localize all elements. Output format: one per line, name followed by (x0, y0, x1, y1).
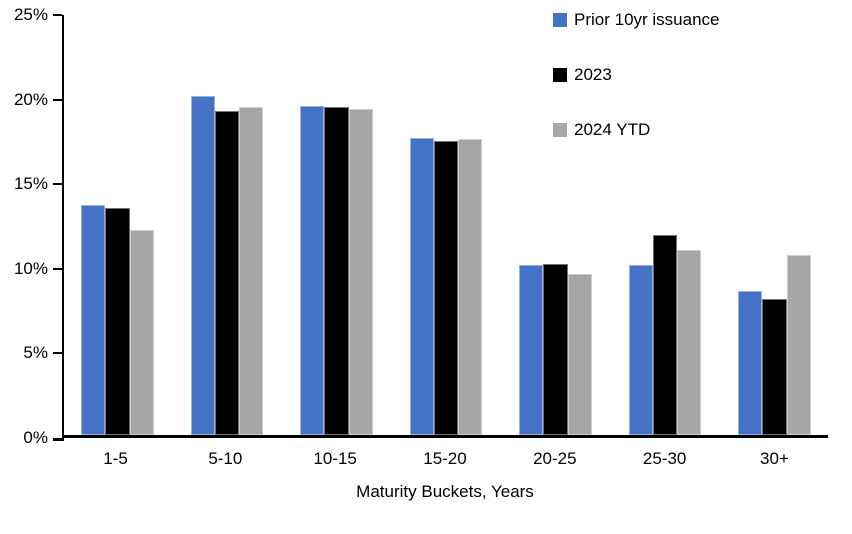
bar (409, 137, 434, 435)
bar (239, 107, 264, 435)
bar (567, 273, 592, 435)
bar (458, 139, 483, 435)
bar-group-30+ (738, 15, 811, 435)
bar (786, 255, 811, 435)
bar-group-15-20 (409, 15, 483, 435)
x-axis-tick-label: 30+ (760, 449, 789, 468)
legend-swatch-icon (553, 122, 567, 137)
bar (105, 208, 130, 435)
bar (81, 204, 106, 435)
bar-group-25-30 (628, 15, 702, 435)
y-axis-tick-label: 25% (13, 5, 48, 24)
bar (214, 110, 240, 435)
legend: Prior 10yr issuance 2023 2024 YTD (553, 9, 720, 140)
x-axis-tick-labels: 1-5 5-10 10-15 15-20 20-25 25-30 30+ (62, 449, 828, 469)
bar-group-20-25 (519, 15, 592, 435)
x-axis-title: Maturity Buckets, Years (356, 482, 534, 501)
bar (129, 230, 154, 435)
y-axis-tick-label: 20% (13, 89, 48, 109)
bar (677, 250, 702, 435)
x-axis-line (53, 438, 64, 441)
x-axis-tick-label: 25-30 (642, 449, 687, 468)
legend-entry: 2024 YTD (553, 119, 720, 140)
x-axis-tick-label: 20-25 (533, 449, 577, 468)
bar (324, 107, 349, 435)
bar-group-1-5 (81, 15, 154, 435)
bar (738, 290, 763, 435)
bar (190, 95, 215, 435)
y-axis-tick-label: 0% (23, 428, 48, 447)
x-axis-tick-label: 15-20 (423, 449, 467, 468)
y-axis-tick (53, 183, 62, 186)
x-axis-tick-label: 1-5 (103, 449, 128, 468)
bar-group-10-15 (300, 15, 373, 435)
y-axis-tick (53, 14, 62, 16)
bar (543, 263, 568, 435)
legend-entry: Prior 10yr issuance (553, 9, 720, 30)
legend-entry: 2023 (553, 64, 720, 85)
x-axis-tick-label: 5-10 (208, 449, 243, 468)
legend-label: Prior 10yr issuance (574, 9, 720, 29)
y-axis-tick-label: 15% (13, 174, 48, 194)
bar (628, 265, 653, 435)
bar (300, 105, 325, 435)
legend-label: 2024 YTD (574, 119, 651, 139)
y-axis-tick (53, 352, 62, 355)
y-axis-tick-label: 5% (23, 343, 48, 363)
y-axis-tick-label: 10% (13, 258, 48, 278)
legend-label: 2023 (574, 64, 612, 84)
bar (348, 109, 373, 435)
x-axis-tick-label: 10-15 (313, 449, 357, 468)
y-axis-tick (53, 98, 62, 101)
y-axis-tick (53, 267, 62, 270)
bar-group-5-10 (190, 15, 264, 435)
legend-swatch-icon (553, 67, 567, 82)
bar (433, 141, 459, 435)
plot-area (62, 15, 828, 438)
legend-swatch-icon (553, 12, 567, 27)
bar (762, 298, 787, 435)
bar (519, 265, 544, 435)
bar (652, 235, 678, 435)
